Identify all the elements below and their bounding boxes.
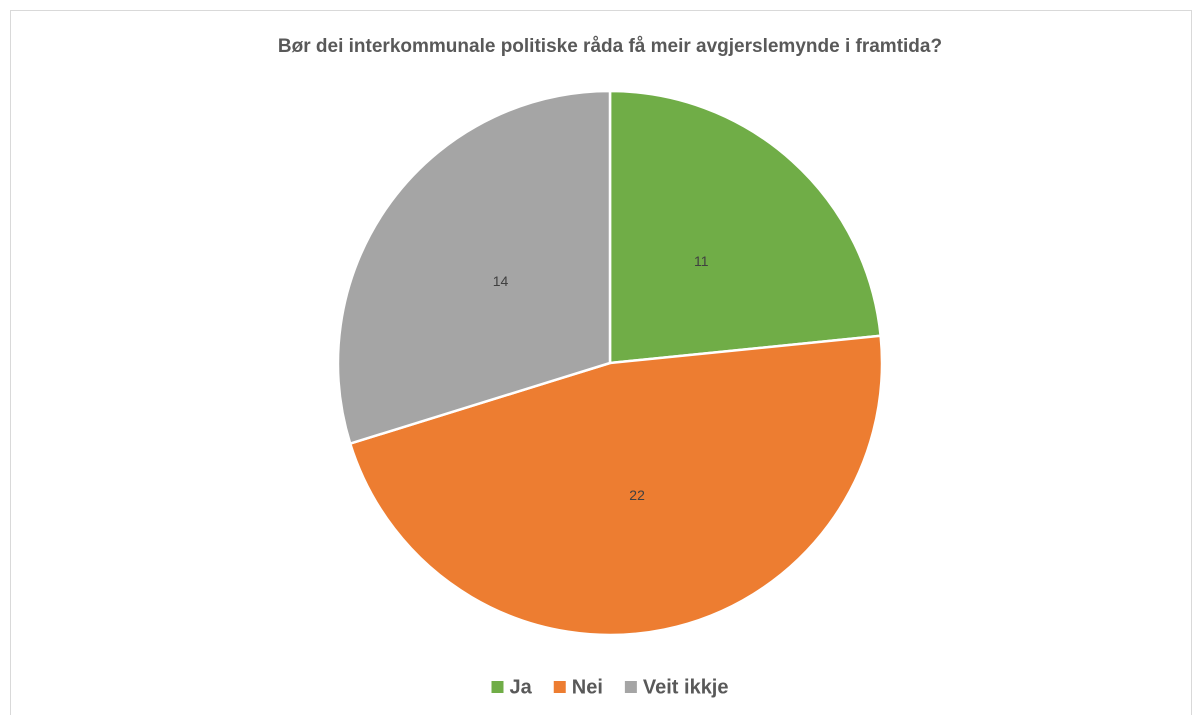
pie-slice [608, 89, 883, 365]
legend-swatch [553, 681, 566, 693]
legend-label: Nei [572, 676, 603, 698]
legend-label: Veit ikkje [643, 676, 729, 698]
pie-slice [336, 89, 612, 446]
legend-swatch [491, 681, 504, 693]
data-label: 14 [493, 273, 509, 289]
legend-label: Ja [510, 676, 533, 698]
pie-slice [348, 334, 884, 637]
legend-swatch [624, 681, 637, 693]
legend: Ja Nei Veit ikkje [491, 676, 729, 698]
pie: 11 22 14 [336, 89, 884, 637]
chart-title: Bør dei interkommunale politiske råda få… [278, 36, 942, 57]
data-label: 22 [629, 487, 645, 503]
data-label: 11 [694, 253, 709, 269]
